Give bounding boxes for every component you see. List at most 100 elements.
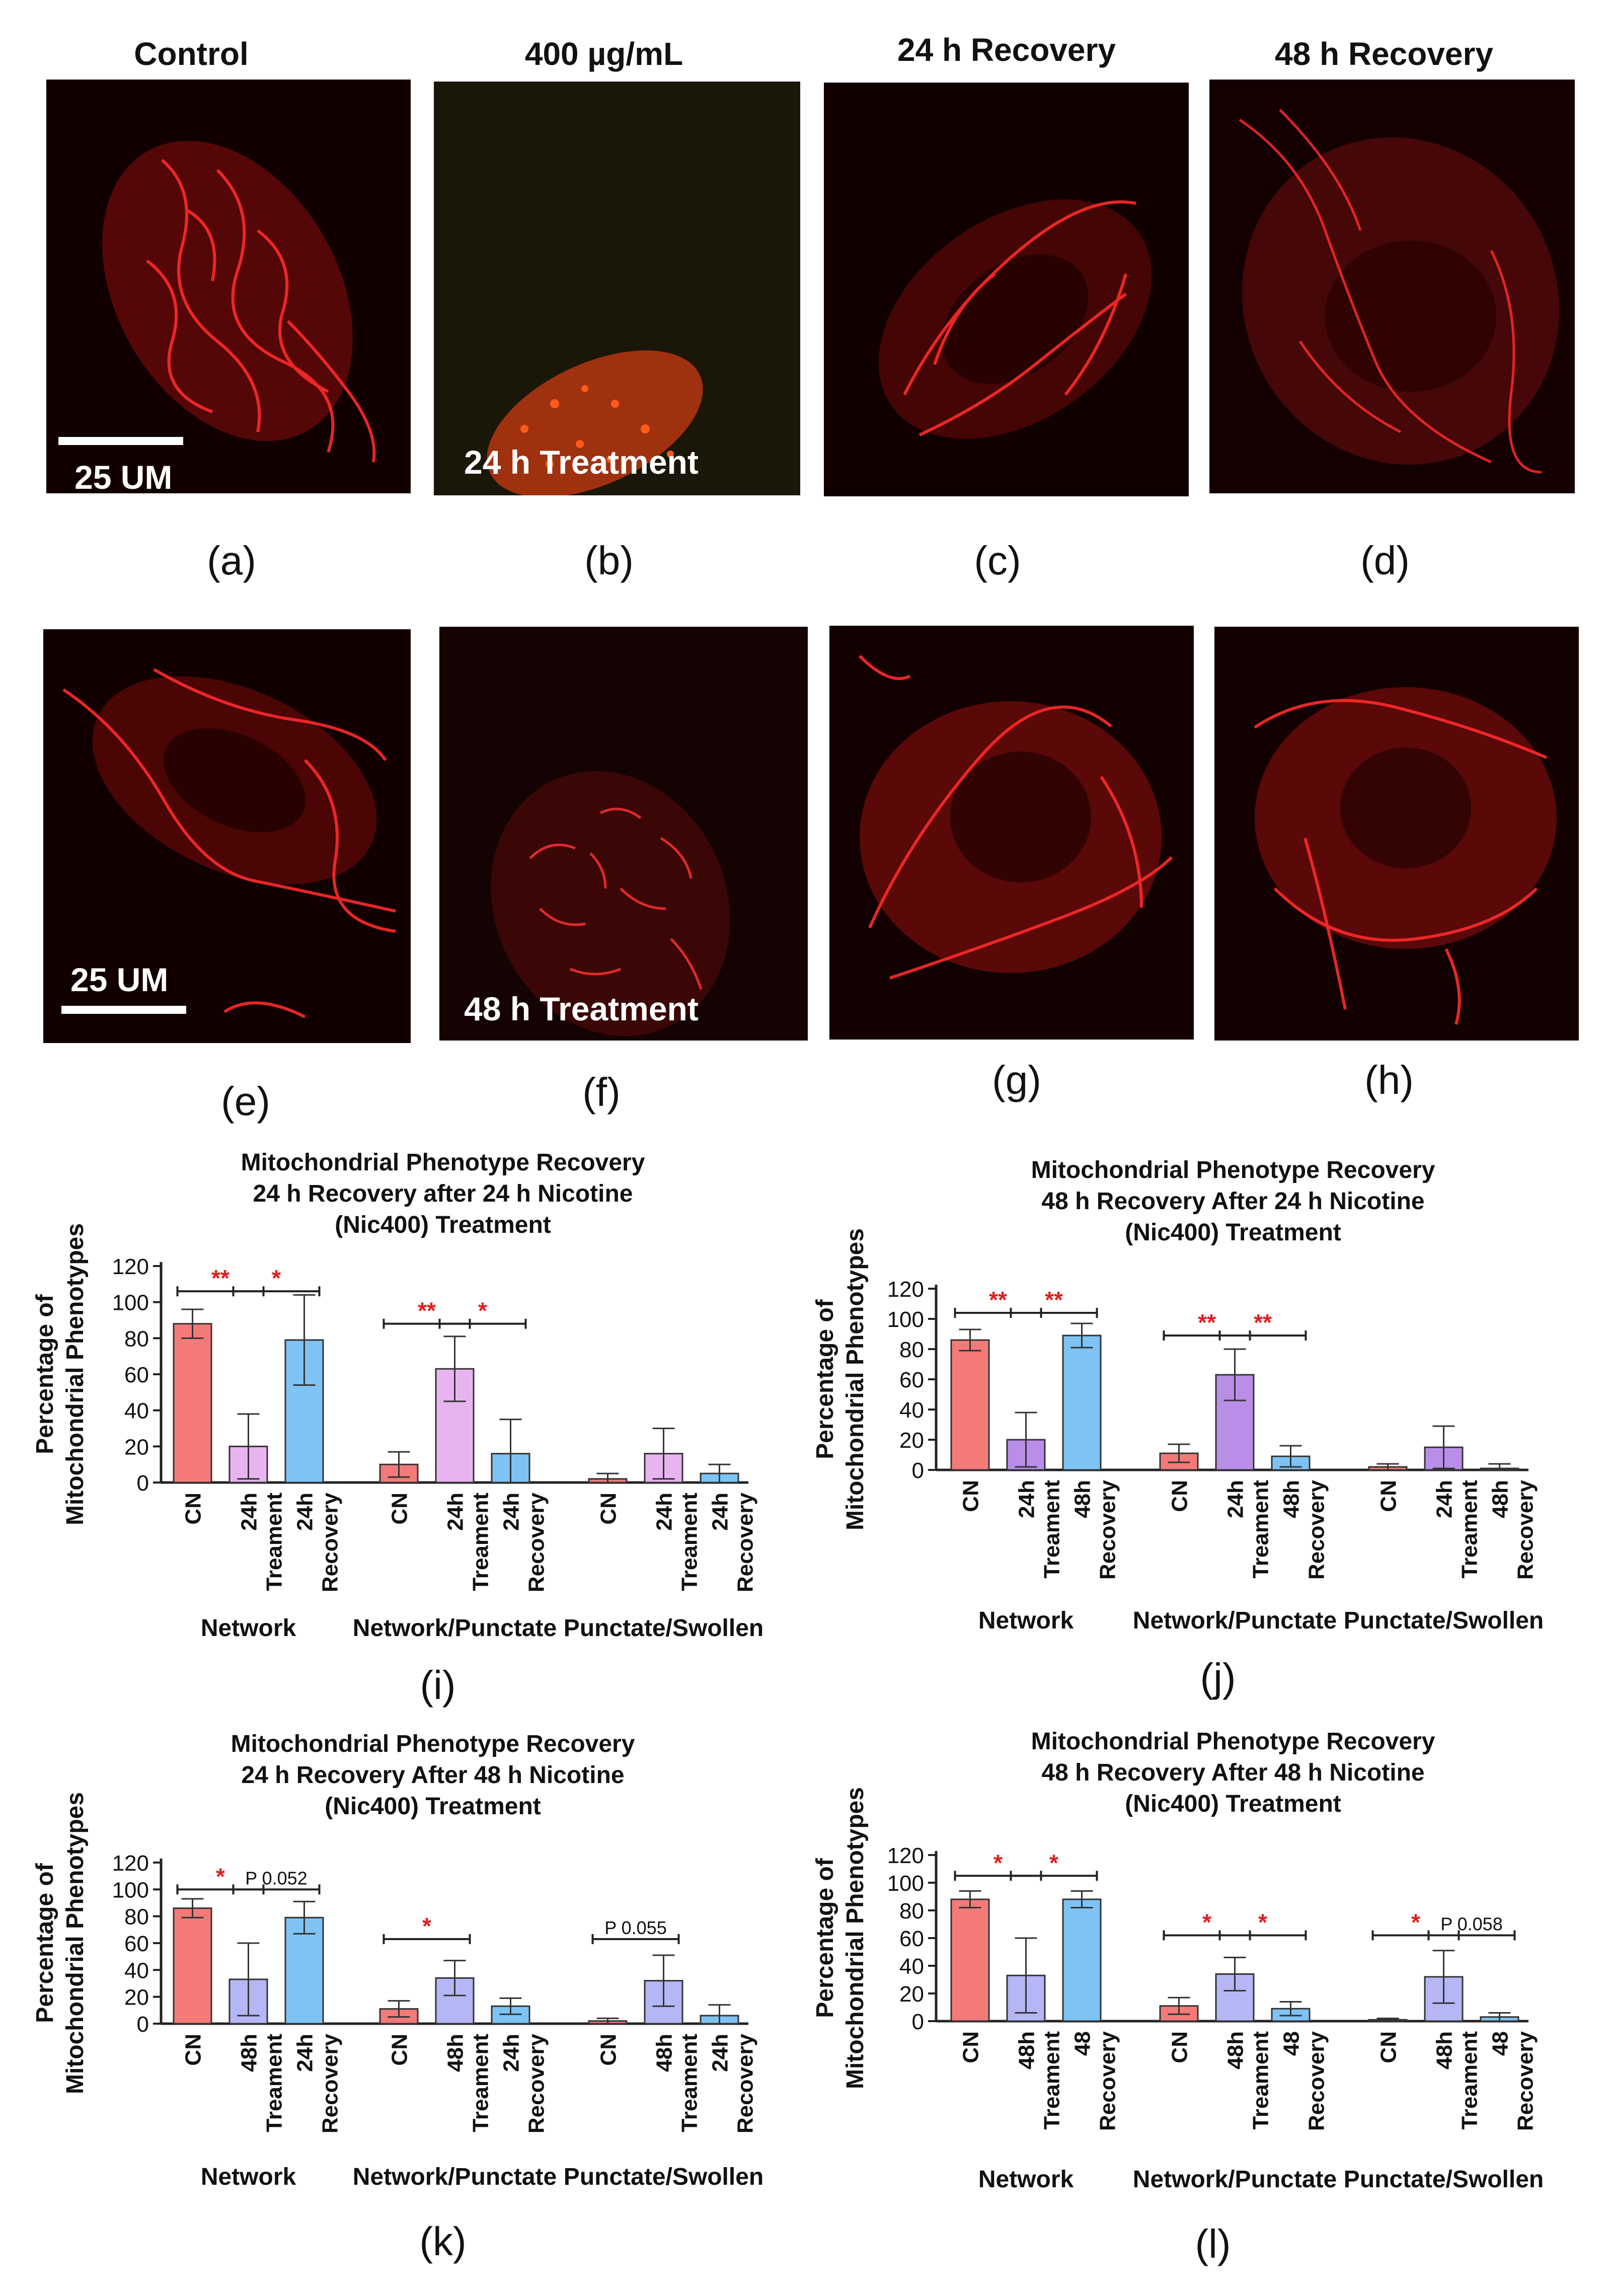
y-axis-label: Mitochondrial Phenotypes [842,1228,869,1530]
x-category-label: 24h [499,2034,524,2072]
x-category-label: Treament [1040,1480,1064,1579]
header-concentration: 400 µg/mL [524,36,683,72]
significance-label: P 0.055 [604,1917,666,1938]
x-category-label: Recovery [733,2033,758,2133]
chart-title-line: (Nic400) Treatment [1125,1219,1341,1246]
x-category-label: CN [1376,1480,1401,1512]
chart-title-line: 24 h Recovery After 48 h Nicotine [241,1762,624,1789]
y-tick-label: 80 [124,1326,149,1351]
y-tick-label: 80 [124,1905,149,1930]
x-category-label: Treament [1458,2031,1482,2130]
bar [1062,1898,1102,2022]
x-group-label: Punctate/Swollen [1344,1607,1544,1634]
y-tick-label: 100 [887,1871,924,1896]
x-category-label: 48h [237,2034,262,2072]
y-tick-label: 0 [137,1471,149,1496]
y-tick-label: 0 [912,1458,924,1483]
y-tick-label: 40 [899,1398,924,1423]
chart-title-line: 48 h Recovery After 24 h Nicotine [1041,1188,1424,1215]
significance-label: P 0.052 [245,1868,307,1888]
y-tick-label: 120 [112,1851,149,1876]
x-category-label: 24h [1223,1480,1248,1518]
x-category-label: Recovery [524,1492,549,1592]
panel-label-f: (f) [582,1070,621,1115]
y-tick-label: 20 [899,1428,924,1453]
scale-bar-e [61,1006,186,1014]
header-control: Control [134,36,249,72]
x-category-label: Recovery [1305,1479,1329,1580]
x-category-label: 48 [1488,2031,1513,2056]
chart-title-line: 48 h Recovery After 48 h Nicotine [1041,1759,1424,1786]
y-tick-label: 100 [112,1878,149,1902]
scale-bar-a [58,437,183,445]
x-category-label: Recovery [1513,1479,1538,1580]
x-category-label: 48h [1015,2031,1039,2069]
panel-label: (i) [420,1663,455,1708]
significance-label: ** [1045,1287,1063,1313]
x-category-label: 48 [1279,2031,1304,2056]
x-category-label: Treament [677,2034,702,2132]
scale-label-a: 25 UM [74,459,173,496]
y-tick-label: 0 [137,2012,149,2037]
x-category-label: 24h [293,1493,318,1531]
x-group-label: Network [978,1607,1074,1634]
x-category-label: CN [388,1493,412,1525]
x-category-label: 24h [237,1493,262,1531]
x-category-label: Recovery [524,2033,549,2133]
chart-title-line: Mitochondrial Phenotype Recovery [241,1149,645,1176]
x-category-label: Recovery [1096,1479,1120,1580]
y-tick-label: 80 [899,1899,924,1923]
chart-title-line: Mitochondrial Phenotype Recovery [231,1731,635,1757]
panel-label: (k) [419,2219,466,2264]
y-tick-label: 120 [112,1254,149,1279]
chart-title-line: Mitochondrial Phenotype Recovery [1031,1728,1435,1755]
panel-label-e: (e) [221,1079,270,1124]
bar [173,1907,212,2025]
y-tick-label: 40 [124,1958,149,1983]
x-category-label: CN [388,2034,412,2066]
y-tick-label: 20 [899,1982,924,2007]
x-group-label: Network/Punctate [353,2164,557,2190]
panel-label-b: (b) [584,538,634,583]
bar [950,1898,990,2022]
significance-label: * [422,1913,431,1939]
y-axis-label: Mitochondrial Phenotypes [62,1223,89,1525]
x-category-label: CN [959,2031,983,2063]
bar [173,1323,212,1484]
x-category-label: Recovery [318,1492,343,1592]
x-category-label: Treament [469,1493,493,1591]
y-tick-label: 80 [899,1338,924,1362]
y-tick-label: 0 [912,2010,924,2034]
micrograph-g [829,626,1194,1040]
y-tick-label: 60 [124,1363,149,1387]
x-category-label: Recovery [318,2033,343,2133]
significance-label: * [1258,1909,1267,1936]
x-category-label: 48h [1223,2031,1248,2069]
x-category-label: Treament [1040,2031,1064,2130]
x-group-label: Network/Punctate [1133,2166,1337,2193]
x-category-label: Treament [469,2034,493,2132]
x-category-label: Recovery [1305,2031,1329,2131]
header-48h-recovery: 48 h Recovery [1274,36,1494,72]
chart-j: Mitochondrial Phenotype Recovery 48 h Rec… [812,1157,1544,1700]
significance-label: * [272,1265,281,1291]
y-axis-label: Percentage of [812,1858,838,2018]
x-category-label: 48h [1279,1480,1304,1518]
y-tick-label: 20 [124,1985,149,2010]
micrograph-c [824,83,1189,496]
chart-title-line: 24 h Recovery after 24 h Nicotine [253,1180,633,1207]
y-tick-label: 40 [899,1954,924,1979]
significance-label: * [478,1298,487,1324]
x-category-label: 48h [1070,1480,1095,1518]
x-category-label: Recovery [733,1492,758,1592]
x-category-label: Treament [262,2034,287,2132]
significance-label: ** [418,1298,436,1324]
x-category-label: 24h [499,1493,524,1531]
x-group-label: Network/Punctate [353,1615,557,1642]
bar [950,1339,990,1471]
x-category-label: Treament [1458,1480,1482,1579]
significance-label: * [993,1849,1003,1876]
y-tick-label: 40 [124,1399,149,1424]
x-group-label: Network [201,1615,296,1642]
chart-title-line: (Nic400) Treatment [1125,1791,1341,1817]
